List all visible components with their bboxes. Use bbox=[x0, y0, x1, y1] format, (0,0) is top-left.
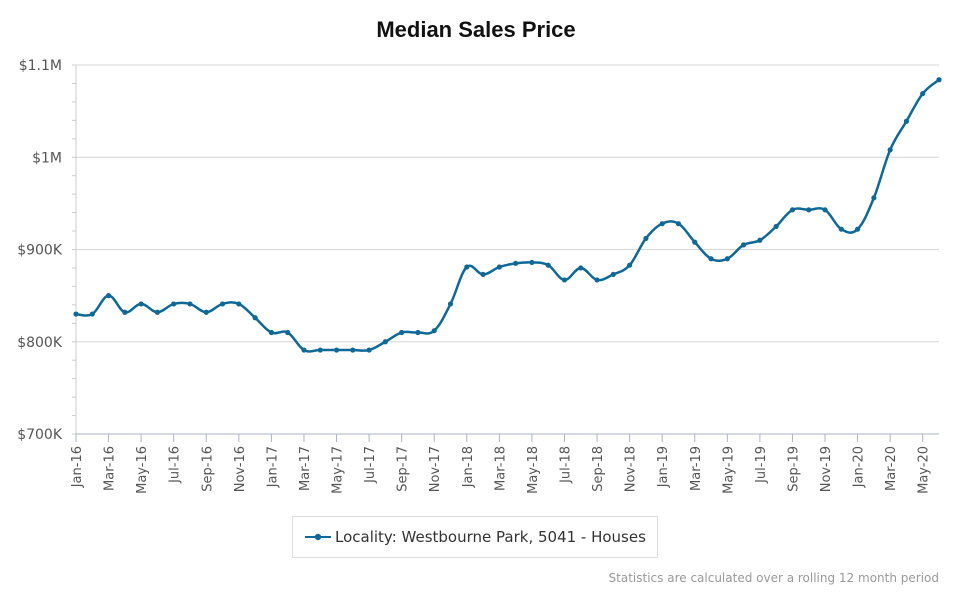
y-tick-label: $900K bbox=[17, 243, 63, 259]
data-point[interactable] bbox=[692, 239, 698, 245]
data-point[interactable] bbox=[105, 293, 112, 299]
legend-line-marker-icon bbox=[305, 533, 331, 541]
data-point[interactable] bbox=[89, 311, 95, 317]
data-point[interactable] bbox=[154, 309, 161, 315]
data-point[interactable] bbox=[659, 221, 665, 227]
x-tick-label: Sep-17 bbox=[396, 446, 411, 492]
data-point[interactable] bbox=[610, 271, 616, 278]
x-tick-label: Mar-17 bbox=[298, 446, 313, 491]
x-tick-label: Jul-19 bbox=[754, 446, 769, 484]
x-tick-label: Jan-17 bbox=[265, 446, 280, 488]
data-point[interactable] bbox=[513, 260, 519, 266]
x-tick-label: May-18 bbox=[526, 446, 541, 494]
data-point[interactable] bbox=[545, 262, 551, 268]
x-tick-label: Jan-18 bbox=[461, 446, 476, 488]
data-point[interactable] bbox=[73, 311, 79, 317]
data-point[interactable] bbox=[806, 207, 812, 213]
footnote: Statistics are calculated over a rolling… bbox=[608, 571, 939, 585]
data-point[interactable] bbox=[789, 207, 796, 213]
data-point[interactable] bbox=[301, 347, 307, 353]
x-tick-label: Mar-16 bbox=[103, 446, 118, 491]
data-point[interactable] bbox=[708, 256, 714, 262]
data-point[interactable] bbox=[447, 301, 454, 307]
x-tick-label: May-20 bbox=[917, 446, 932, 494]
x-tick-label: Sep-18 bbox=[591, 446, 606, 492]
data-point[interactable] bbox=[382, 339, 388, 345]
data-point[interactable] bbox=[838, 226, 844, 232]
gridlines bbox=[72, 64, 939, 435]
legend-item-label[interactable]: Locality: Westbourne Park, 5041 - Houses bbox=[335, 528, 646, 546]
data-point[interactable] bbox=[903, 118, 910, 124]
legend[interactable]: Locality: Westbourne Park, 5041 - Houses bbox=[292, 516, 658, 558]
data-point[interactable] bbox=[578, 265, 584, 271]
y-axis-tick-labels: $700K $800K $900K $1M $1.1M bbox=[17, 58, 63, 443]
y-tick-label: $1.1M bbox=[19, 58, 62, 74]
x-tick-label: May-19 bbox=[721, 446, 736, 494]
x-tick-label: Nov-18 bbox=[624, 446, 639, 492]
data-point[interactable] bbox=[561, 277, 568, 283]
data-point[interactable] bbox=[138, 301, 144, 307]
data-point[interactable] bbox=[627, 262, 633, 268]
data-point[interactable] bbox=[366, 347, 372, 353]
data-point[interactable] bbox=[741, 242, 747, 248]
x-axis: Jan-16 Mar-16 May-16 Jul-16 Sep-16 Nov-16 Jan-… bbox=[70, 433, 939, 494]
x-tick-label: Mar-18 bbox=[493, 446, 508, 491]
data-point[interactable] bbox=[822, 207, 828, 213]
data-point[interactable] bbox=[187, 301, 193, 307]
x-tick-label: Jul-17 bbox=[363, 446, 378, 484]
x-tick-label: Jan-20 bbox=[852, 446, 867, 488]
x-tick-label: Sep-16 bbox=[200, 446, 215, 492]
data-point[interactable] bbox=[203, 309, 209, 315]
y-tick-label: $1M bbox=[32, 150, 62, 166]
data-point[interactable] bbox=[724, 256, 730, 262]
data-point[interactable] bbox=[171, 301, 177, 307]
data-point[interactable] bbox=[936, 77, 942, 83]
series-westbourne-park bbox=[73, 77, 942, 353]
data-point[interactable] bbox=[920, 90, 926, 97]
y-tick-label: $700K bbox=[17, 427, 63, 443]
data-point[interactable] bbox=[757, 237, 763, 243]
x-tick-label: Mar-19 bbox=[689, 446, 704, 491]
data-point[interactable] bbox=[268, 329, 274, 336]
x-tick-label: Mar-20 bbox=[884, 446, 899, 491]
x-tick-label: Jul-18 bbox=[558, 446, 573, 484]
x-tick-label: Nov-16 bbox=[233, 446, 248, 492]
data-point[interactable] bbox=[887, 147, 893, 153]
data-point[interactable] bbox=[854, 226, 861, 232]
y-tick-label: $800K bbox=[17, 335, 63, 351]
data-point[interactable] bbox=[415, 329, 421, 336]
data-point[interactable] bbox=[675, 221, 682, 227]
data-point[interactable] bbox=[871, 195, 877, 201]
x-tick-label: Nov-17 bbox=[428, 446, 443, 492]
chart-title: Median Sales Price bbox=[376, 17, 575, 42]
x-tick-label: Jan-16 bbox=[70, 446, 85, 488]
x-tick-label: Jan-19 bbox=[656, 446, 671, 488]
data-point[interactable] bbox=[219, 301, 226, 307]
data-point[interactable] bbox=[399, 329, 405, 336]
data-point[interactable] bbox=[643, 235, 649, 242]
data-point[interactable] bbox=[529, 259, 535, 266]
x-tick-label: Nov-19 bbox=[819, 446, 834, 492]
data-point[interactable] bbox=[480, 271, 486, 278]
data-point[interactable] bbox=[431, 328, 437, 334]
data-point[interactable] bbox=[252, 315, 258, 321]
data-point[interactable] bbox=[773, 223, 779, 230]
x-tick-label: Jul-16 bbox=[168, 446, 183, 484]
x-tick-label: May-16 bbox=[135, 446, 150, 494]
x-tick-label: Sep-19 bbox=[786, 446, 801, 492]
data-point[interactable] bbox=[317, 347, 323, 353]
data-point[interactable] bbox=[594, 277, 600, 283]
data-point[interactable] bbox=[496, 264, 502, 270]
data-point[interactable] bbox=[333, 347, 340, 353]
data-point[interactable] bbox=[464, 264, 470, 270]
data-point[interactable] bbox=[236, 301, 242, 307]
x-tick-label: May-17 bbox=[331, 446, 346, 494]
data-point[interactable] bbox=[122, 309, 128, 315]
data-point[interactable] bbox=[350, 347, 356, 353]
data-point[interactable] bbox=[285, 329, 291, 336]
